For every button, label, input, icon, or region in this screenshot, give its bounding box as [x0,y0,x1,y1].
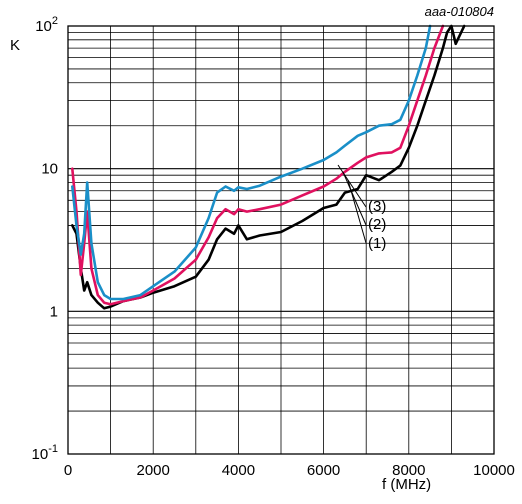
series-line-3 [71,24,432,301]
y-tick-label: 10-1 [32,443,58,463]
plot-series [71,24,466,310]
plot-frame [67,25,495,455]
y-tick-label: 102 [35,15,58,35]
series-line-2 [71,24,445,306]
x-tick-label: 4000 [222,462,255,479]
y-tick-label: 1 [50,303,58,320]
series-label-3: (3) [368,198,386,215]
series-label-2: (2) [368,216,386,233]
x-tick-label: 6000 [307,462,340,479]
axis-ticks: 0 2000 4000 6000 8000 10000 10-1 1 10 102 [32,15,515,479]
series-leaders [337,164,367,244]
x-tick-label: 0 [64,462,72,479]
x-tick-label: 10000 [473,462,515,479]
x-tick-label: 2000 [137,462,170,479]
leader-line-2 [342,171,367,226]
x-tick-label: 8000 [392,462,425,479]
grid [68,26,494,455]
x-axis-label: f (MHz) [382,476,431,493]
y-axis-label: K [10,37,20,54]
y-tick-label: 10 [41,161,58,178]
figure-code: aaa-010804 [425,4,494,19]
leader-line-1 [347,179,367,244]
series-line-1 [71,24,466,310]
series-label-1: (1) [368,235,386,252]
leader-line-3 [337,164,367,208]
